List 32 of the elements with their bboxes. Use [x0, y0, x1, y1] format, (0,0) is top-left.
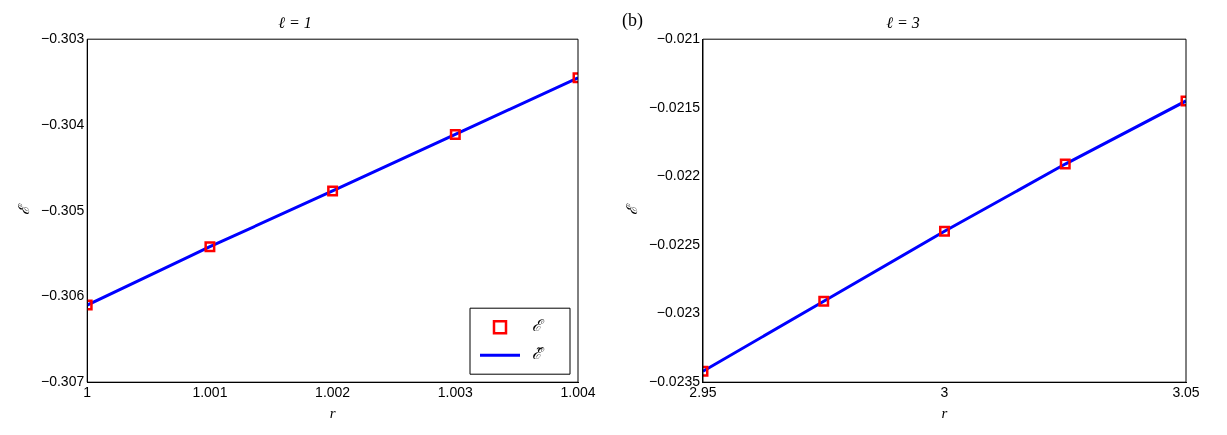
text: (b) [622, 10, 643, 31]
y-tick-label: −0.023 [656, 304, 701, 321]
x-axis-title: r [329, 404, 336, 421]
y-tick-label: −0.021 [656, 30, 701, 47]
x-tick-label: 1 [83, 384, 92, 401]
y-tick-label: −0.303 [40, 30, 85, 47]
x-axis-title: r [941, 404, 948, 421]
y-tick-label: −0.022 [656, 167, 701, 184]
point [327, 185, 339, 197]
y-axis-title: ℰ [15, 203, 32, 216]
y-tick-label: −0.306 [40, 287, 85, 304]
point [204, 241, 216, 253]
y-tick-label: −0.304 [40, 115, 85, 132]
point [939, 225, 950, 237]
legend-label: ℰ [532, 317, 545, 335]
y-tick-label: −0.307 [40, 373, 85, 390]
point [1059, 158, 1071, 170]
x-tick-label: 3 [940, 384, 949, 401]
chart-title: ℓ = 3 [886, 13, 920, 31]
x-tick-label: 3.05 [1172, 384, 1200, 401]
x-tick-label: 1.003 [437, 384, 474, 401]
chart-title: ℓ = 1 [278, 13, 312, 31]
y-tick-label: −0.305 [40, 201, 85, 218]
x-tick-label: 1.001 [192, 384, 228, 401]
y-tick-label: −0.0215 [649, 98, 701, 115]
y-axis-title: ℰ [623, 203, 640, 216]
point [818, 295, 830, 307]
legend-label: ℰ̃ [532, 345, 545, 363]
x-tick-label: 1.004 [560, 384, 596, 401]
x-tick-label: 1.002 [315, 384, 351, 401]
point [449, 128, 461, 140]
y-tick-label: −0.0225 [649, 235, 701, 252]
